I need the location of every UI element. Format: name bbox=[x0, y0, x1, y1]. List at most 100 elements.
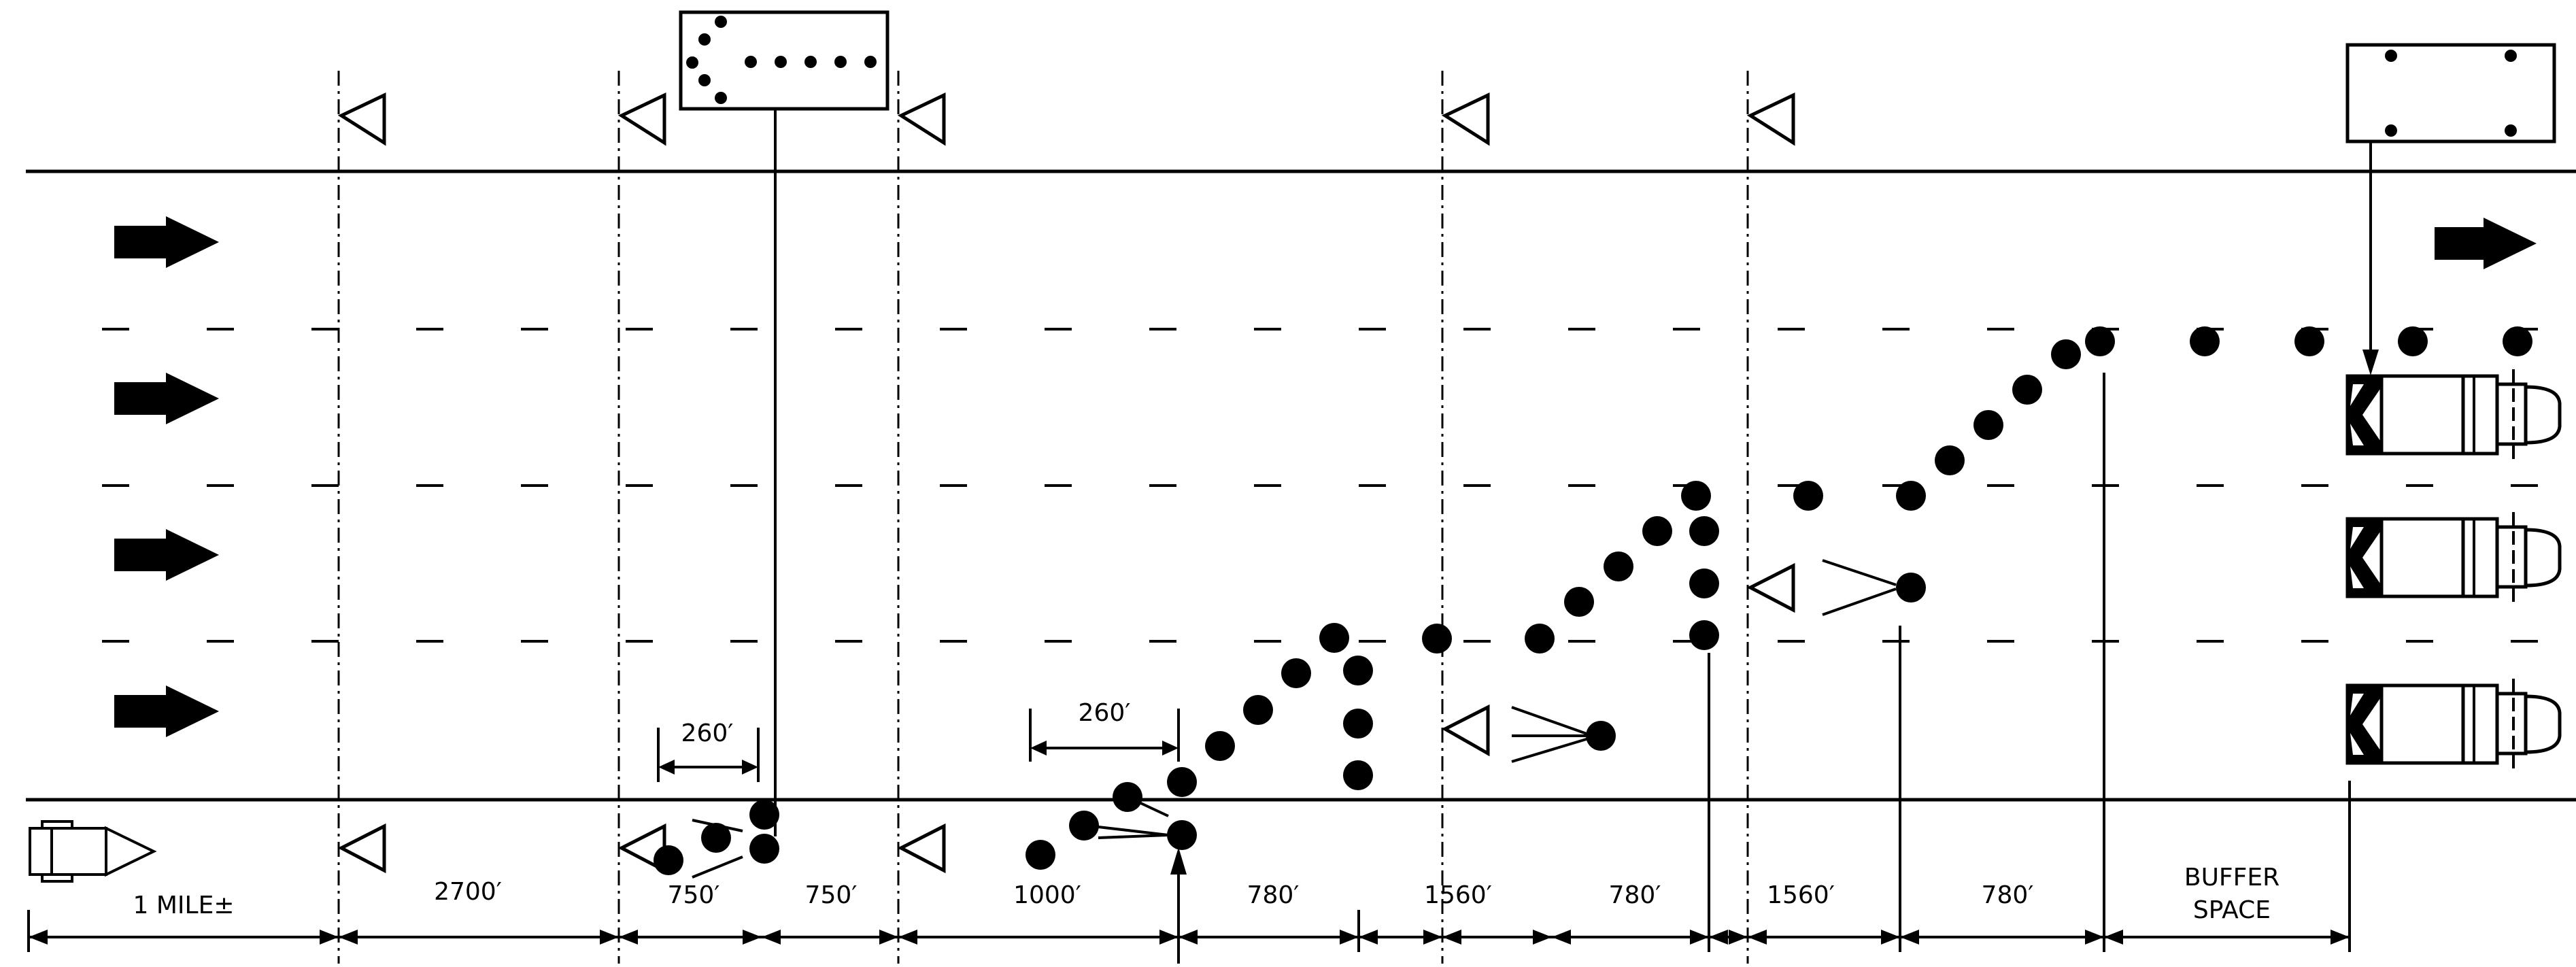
dimension-arrowhead bbox=[1359, 930, 1378, 945]
sign-icon bbox=[1441, 92, 1490, 146]
cone-icon bbox=[2294, 326, 2324, 356]
station-lines bbox=[337, 71, 1749, 964]
truck-mounted-attenuator-icon bbox=[2345, 679, 2562, 770]
cone-icon bbox=[1586, 721, 1616, 751]
cone-icon bbox=[701, 823, 731, 853]
dimension-arrowhead bbox=[1881, 930, 1900, 945]
taper-length-label: 260′ bbox=[681, 719, 734, 747]
cone-icon bbox=[1069, 811, 1099, 841]
cone-icon bbox=[1281, 658, 1311, 688]
dimension-arrowhead bbox=[339, 930, 358, 945]
dimension-arrowheads bbox=[29, 930, 2350, 945]
segment-label: 1560′ bbox=[1767, 881, 1835, 909]
sign-icon bbox=[1746, 562, 1795, 613]
cone-icon bbox=[2051, 339, 2081, 369]
trucks bbox=[2345, 369, 2562, 770]
cone-icon bbox=[1525, 624, 1555, 654]
merge-mark bbox=[1822, 559, 1897, 616]
dimension-arrowhead bbox=[1340, 930, 1359, 945]
segment-label: BUFFER bbox=[2184, 864, 2280, 892]
sign-icon bbox=[617, 92, 666, 146]
cone-icon bbox=[1689, 620, 1719, 650]
sign-icon bbox=[897, 92, 946, 146]
dimension-arrowhead bbox=[1552, 930, 1571, 945]
segment-label: 2700′ bbox=[434, 878, 502, 906]
ref-arrowhead bbox=[1170, 847, 1187, 875]
cone-icon bbox=[1564, 587, 1594, 617]
segment-label: 1000′ bbox=[1013, 881, 1081, 909]
arrow-board-icon bbox=[679, 10, 889, 836]
taper-dimension-2 bbox=[1029, 709, 1180, 762]
distance-dimension-line bbox=[27, 910, 2350, 952]
segment-label: 780′ bbox=[1982, 881, 2034, 909]
cone-icon bbox=[1343, 760, 1373, 790]
cone-icon bbox=[1319, 623, 1349, 653]
cone-icon bbox=[749, 834, 779, 864]
cone-icon bbox=[2503, 326, 2532, 356]
dimension-arrowhead bbox=[743, 930, 762, 945]
dimension-arrowhead bbox=[1423, 930, 1442, 945]
cone-icon bbox=[749, 800, 779, 830]
sign-icon bbox=[337, 92, 386, 146]
segment-label: 780′ bbox=[1609, 881, 1661, 909]
cone-icon bbox=[2012, 375, 2042, 405]
cone-icon bbox=[2190, 326, 2220, 356]
segment-label: 1560′ bbox=[1424, 881, 1492, 909]
right-arrow-icon bbox=[114, 685, 219, 737]
segment-labels: 1 MILE± 2700′ 750′ 750′ 1000′ 780′ 1560′… bbox=[133, 864, 2280, 924]
segment-label: 780′ bbox=[1247, 881, 1300, 909]
cone-icon bbox=[2398, 326, 2428, 356]
segment-label: 750′ bbox=[805, 881, 858, 909]
dimension-arrowhead bbox=[600, 930, 619, 945]
dimension-arrowhead bbox=[29, 930, 48, 945]
taper-dimension-1 bbox=[657, 728, 760, 782]
dimension-arrowhead bbox=[2085, 930, 2104, 945]
dimension-arrowhead bbox=[2104, 930, 2123, 945]
dimension-arrowhead bbox=[2331, 930, 2350, 945]
cone-icon bbox=[1167, 820, 1197, 850]
cone-icon bbox=[1343, 656, 1373, 685]
cone-icon bbox=[1026, 840, 1055, 870]
lane-arrows bbox=[114, 216, 2537, 737]
cone-icon bbox=[1681, 481, 1711, 511]
segment-label: SPACE bbox=[2193, 896, 2271, 924]
cone-icon bbox=[654, 845, 683, 875]
sign-icon bbox=[1746, 92, 1795, 146]
cone-icon bbox=[1935, 445, 1965, 475]
lane-lines bbox=[102, 328, 2576, 643]
cone-icon bbox=[1205, 731, 1235, 761]
cone-icon bbox=[1689, 569, 1719, 598]
dimension-arrowhead bbox=[898, 930, 917, 945]
merge-mark bbox=[1098, 796, 1169, 839]
dimension-arrowhead bbox=[619, 930, 638, 945]
dimension-arrowhead bbox=[1159, 930, 1179, 945]
dimension-arrowhead bbox=[1900, 930, 1919, 945]
right-arrow-icon bbox=[2435, 218, 2537, 269]
dimension-arrowhead bbox=[320, 930, 339, 945]
right-arrow-icon bbox=[114, 216, 219, 268]
dimension-arrowhead bbox=[1729, 930, 1748, 945]
cone-icon bbox=[1642, 516, 1672, 546]
cone-icon bbox=[1689, 516, 1719, 546]
dimension-arrowhead bbox=[1690, 930, 1709, 945]
truck-mounted-attenuator-icon bbox=[2345, 369, 2562, 460]
cone-icon bbox=[1604, 552, 1633, 581]
approaching-vehicle-icon bbox=[29, 820, 157, 883]
cone-icon bbox=[1343, 709, 1373, 739]
taper-length-label-2: 260′ bbox=[1079, 699, 1131, 727]
dimension-arrowhead bbox=[1533, 930, 1552, 945]
right-arrow-icon bbox=[114, 529, 219, 581]
reference-lines bbox=[1170, 373, 2351, 964]
cone-icon bbox=[1793, 481, 1823, 511]
segment-label: 1 MILE± bbox=[133, 892, 235, 919]
cone-icon bbox=[1896, 481, 1926, 511]
dimension-arrowhead bbox=[1179, 930, 1198, 945]
merge-marks bbox=[692, 559, 1897, 879]
dimension-arrowhead bbox=[1748, 930, 1767, 945]
segment-label: 750′ bbox=[668, 881, 720, 909]
dimension-arrowhead bbox=[762, 930, 781, 945]
truck-mounted-attenuator-icon bbox=[2345, 512, 2562, 603]
channelizing-devices bbox=[654, 326, 2532, 875]
